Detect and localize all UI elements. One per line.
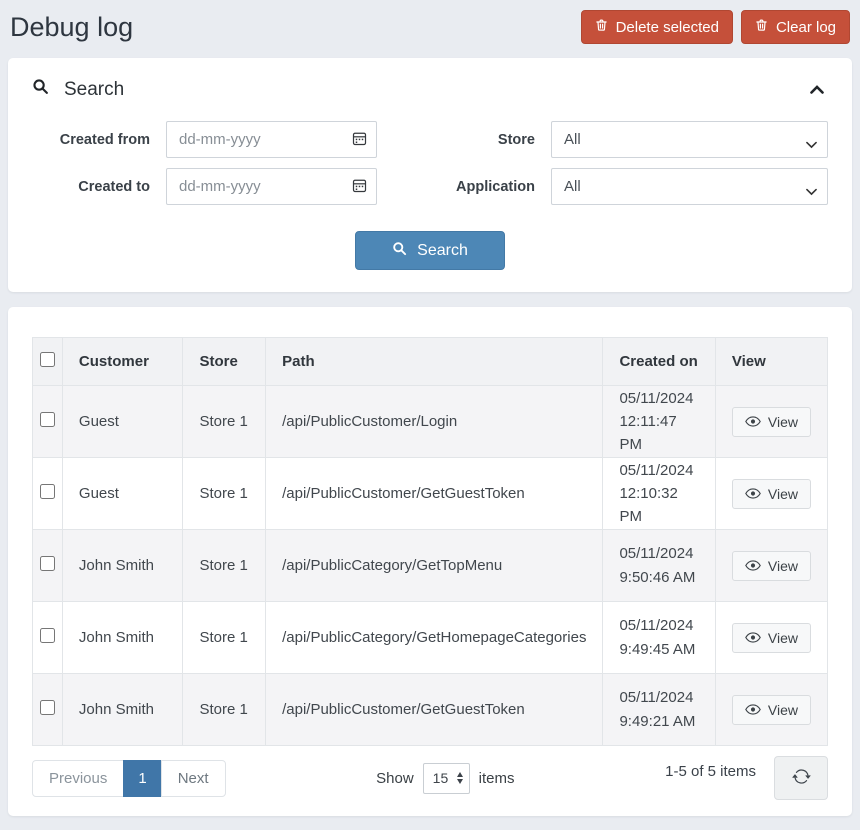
clear-log-label: Clear log xyxy=(775,18,836,36)
pagination-previous-button[interactable]: Previous xyxy=(32,759,125,797)
cell-customer: Guest xyxy=(61,385,184,458)
cell-created-on: 05/11/2024 9:49:21 AM xyxy=(602,673,716,746)
row-checkbox[interactable] xyxy=(39,412,55,427)
cell-customer: Guest xyxy=(61,457,184,530)
row-checkbox[interactable] xyxy=(39,556,55,571)
table-row: Guest Store 1 /api/PublicCustomer/Login … xyxy=(32,385,829,458)
row-checkbox[interactable] xyxy=(39,628,55,643)
view-button[interactable]: View xyxy=(731,478,811,509)
page-title: Debug log xyxy=(10,11,134,42)
table-row: John Smith Store 1 /api/PublicCategory/G… xyxy=(32,601,829,674)
application-select[interactable]: All xyxy=(551,168,828,205)
view-button[interactable]: View xyxy=(731,550,811,581)
created-to-label: Created to xyxy=(78,178,150,195)
cell-customer: John Smith xyxy=(61,673,184,746)
trash-icon xyxy=(595,18,608,36)
application-label: Application xyxy=(456,178,535,195)
row-checkbox[interactable] xyxy=(39,700,55,715)
stepper-arrows-icon[interactable] xyxy=(456,772,463,784)
delete-selected-button[interactable]: Delete selected xyxy=(580,10,733,44)
view-button[interactable]: View xyxy=(731,622,811,653)
column-header-path: Path xyxy=(265,337,604,386)
debug-log-table: Customer Store Path Created on View Gues… xyxy=(32,337,829,746)
view-button[interactable]: View xyxy=(731,406,811,437)
column-header-created-on: Created on xyxy=(602,337,716,386)
table-row: Guest Store 1 /api/PublicCustomer/GetGue… xyxy=(32,457,829,530)
cell-store: Store 1 xyxy=(182,457,267,530)
collapse-panel-button[interactable] xyxy=(806,80,828,99)
top-bar: Debug log Delete selected Clear log xyxy=(0,0,860,52)
table-row: John Smith Store 1 /api/PublicCustomer/G… xyxy=(32,673,829,746)
delete-selected-label: Delete selected xyxy=(615,18,719,36)
cell-store: Store 1 xyxy=(182,601,267,674)
page-size-stepper[interactable]: 15 xyxy=(422,762,470,794)
cell-store: Store 1 xyxy=(182,385,267,458)
items-summary: 1-5 of 5 items xyxy=(665,762,756,780)
clear-log-button[interactable]: Clear log xyxy=(740,10,850,44)
eye-icon xyxy=(745,486,761,502)
cell-path: /api/PublicCategory/GetTopMenu xyxy=(265,529,604,602)
table-header-row: Customer Store Path Created on View xyxy=(32,337,829,386)
cell-created-on: 05/11/2024 12:10:32 PM xyxy=(602,457,716,530)
page-size-group: Show 15 items xyxy=(226,762,666,794)
view-button[interactable]: View xyxy=(731,694,811,725)
select-all-checkbox[interactable] xyxy=(39,352,55,367)
refresh-button[interactable] xyxy=(774,756,828,800)
eye-icon xyxy=(745,558,761,574)
cell-path: /api/PublicCustomer/GetGuestToken xyxy=(265,673,604,746)
pagination-next-button[interactable]: Next xyxy=(160,759,226,797)
store-select-value: All xyxy=(564,131,581,148)
cell-path: /api/PublicCategory/GetHomepageCategorie… xyxy=(265,601,604,674)
table-footer: Previous 1 Next Show 15 items 1-5 of 5 i… xyxy=(32,756,828,800)
log-table-panel: Customer Store Path Created on View Gues… xyxy=(8,307,852,816)
column-header-view: View xyxy=(714,337,829,386)
page-size-value: 15 xyxy=(432,770,449,786)
cell-store: Store 1 xyxy=(182,673,267,746)
cell-created-on: 05/11/2024 9:50:46 AM xyxy=(602,529,716,602)
cell-store: Store 1 xyxy=(182,529,267,602)
cell-path: /api/PublicCustomer/Login xyxy=(265,385,604,458)
trash-icon xyxy=(755,18,768,36)
chevron-up-icon xyxy=(810,82,824,97)
cell-path: /api/PublicCustomer/GetGuestToken xyxy=(265,457,604,530)
refresh-icon xyxy=(791,767,811,789)
search-button-label: Search xyxy=(417,241,468,259)
created-from-label: Created from xyxy=(59,131,150,148)
search-icon xyxy=(392,241,407,261)
pagination: Previous 1 Next xyxy=(32,759,226,797)
cell-customer: John Smith xyxy=(61,529,184,602)
column-header-customer: Customer xyxy=(61,337,184,386)
store-select[interactable]: All xyxy=(551,121,828,158)
row-checkbox[interactable] xyxy=(39,484,55,499)
cell-created-on: 05/11/2024 12:11:47 PM xyxy=(602,385,716,458)
store-label: Store xyxy=(497,131,535,148)
pagination-page-1-button[interactable]: 1 xyxy=(123,759,162,797)
column-header-store: Store xyxy=(182,337,267,386)
eye-icon xyxy=(745,702,761,718)
search-panel: Search Created from xyxy=(8,58,852,292)
cell-customer: John Smith xyxy=(61,601,184,674)
created-from-input[interactable] xyxy=(166,121,377,158)
show-label: Show xyxy=(376,769,414,787)
top-bar-actions: Delete selected Clear log xyxy=(580,10,850,44)
cell-created-on: 05/11/2024 9:49:45 AM xyxy=(602,601,716,674)
eye-icon xyxy=(745,414,761,430)
chevron-down-icon xyxy=(806,183,817,200)
table-row: John Smith Store 1 /api/PublicCategory/G… xyxy=(32,529,829,602)
chevron-down-icon xyxy=(806,136,817,153)
created-to-input[interactable] xyxy=(166,168,377,205)
application-select-value: All xyxy=(564,178,581,195)
eye-icon xyxy=(745,630,761,646)
search-icon xyxy=(32,78,49,101)
search-panel-title: Search xyxy=(64,78,125,100)
items-label: items xyxy=(478,769,515,787)
search-button[interactable]: Search xyxy=(355,231,505,270)
